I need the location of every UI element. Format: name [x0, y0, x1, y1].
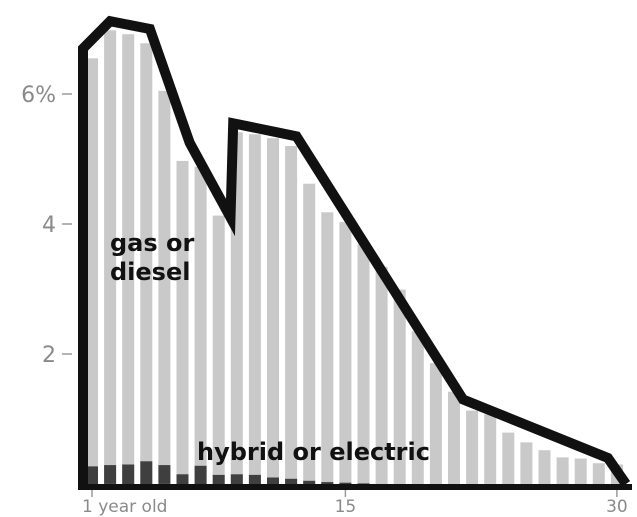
bar-gas [248, 134, 261, 485]
y-tick-label: 4 [42, 213, 56, 238]
bar-hybrid [212, 474, 225, 484]
bar-hybrid [285, 478, 298, 484]
x-tick-label: 15 [335, 497, 357, 517]
bar-gas [285, 146, 298, 484]
bar-gas [466, 410, 479, 484]
bar-gas [267, 138, 279, 484]
bar-gas [574, 458, 587, 484]
bar-hybrid [140, 461, 153, 485]
bar-gas [393, 289, 406, 484]
bar-gas [520, 442, 533, 484]
bar-gas [176, 160, 189, 484]
bar-gas [429, 363, 442, 484]
bar-gas [194, 166, 207, 485]
bar-gas [538, 450, 551, 484]
series-label-hybrid: hybrid or electric [197, 438, 430, 466]
bar-hybrid [321, 482, 334, 484]
bar-hybrid [104, 465, 117, 484]
series-label-gas-line2: diesel [110, 258, 190, 286]
series-label-gas: gas or diesel [110, 229, 203, 286]
series-label-gas-line1: gas or [110, 229, 195, 257]
bar-hybrid [158, 465, 171, 484]
bar-gas [303, 183, 316, 484]
bar-gas [592, 463, 605, 484]
bar-gas [448, 391, 460, 484]
bar-gas [158, 90, 171, 485]
bar-hybrid [230, 474, 243, 485]
bar-gas [140, 43, 153, 485]
bar-hybrid [248, 474, 261, 484]
y-axis-ticks: 2 4 6% [21, 83, 72, 368]
y-tick-label: 2 [42, 343, 56, 368]
bar-gas [357, 244, 370, 484]
bar-gas [556, 457, 569, 484]
bar-gas [484, 414, 497, 484]
total-outline [78, 15, 631, 487]
bar-gas [375, 266, 388, 484]
bar-hybrid [194, 465, 207, 484]
bar-gas [339, 222, 352, 484]
bar-hybrid [357, 483, 370, 485]
bar-hybrid [303, 480, 316, 485]
bar-hybrid [176, 474, 189, 485]
bar-hybrid [122, 464, 135, 484]
bar-gas [321, 212, 334, 485]
bar-hybrid [86, 466, 98, 484]
bar-gas [104, 30, 117, 485]
y-tick-label: 6% [21, 83, 56, 108]
bar-gas [122, 34, 135, 484]
x-tick-label: 1 year old [82, 497, 167, 517]
bar-gas [411, 331, 424, 485]
x-axis-ticks: 1 year old 15 30 [82, 490, 628, 517]
bar-gas [86, 58, 98, 485]
x-tick-label: 30 [606, 497, 628, 517]
bar-hybrid [339, 482, 352, 484]
bar-hybrid [267, 477, 279, 484]
bar-gas [212, 215, 225, 484]
bar-gas [502, 432, 515, 484]
